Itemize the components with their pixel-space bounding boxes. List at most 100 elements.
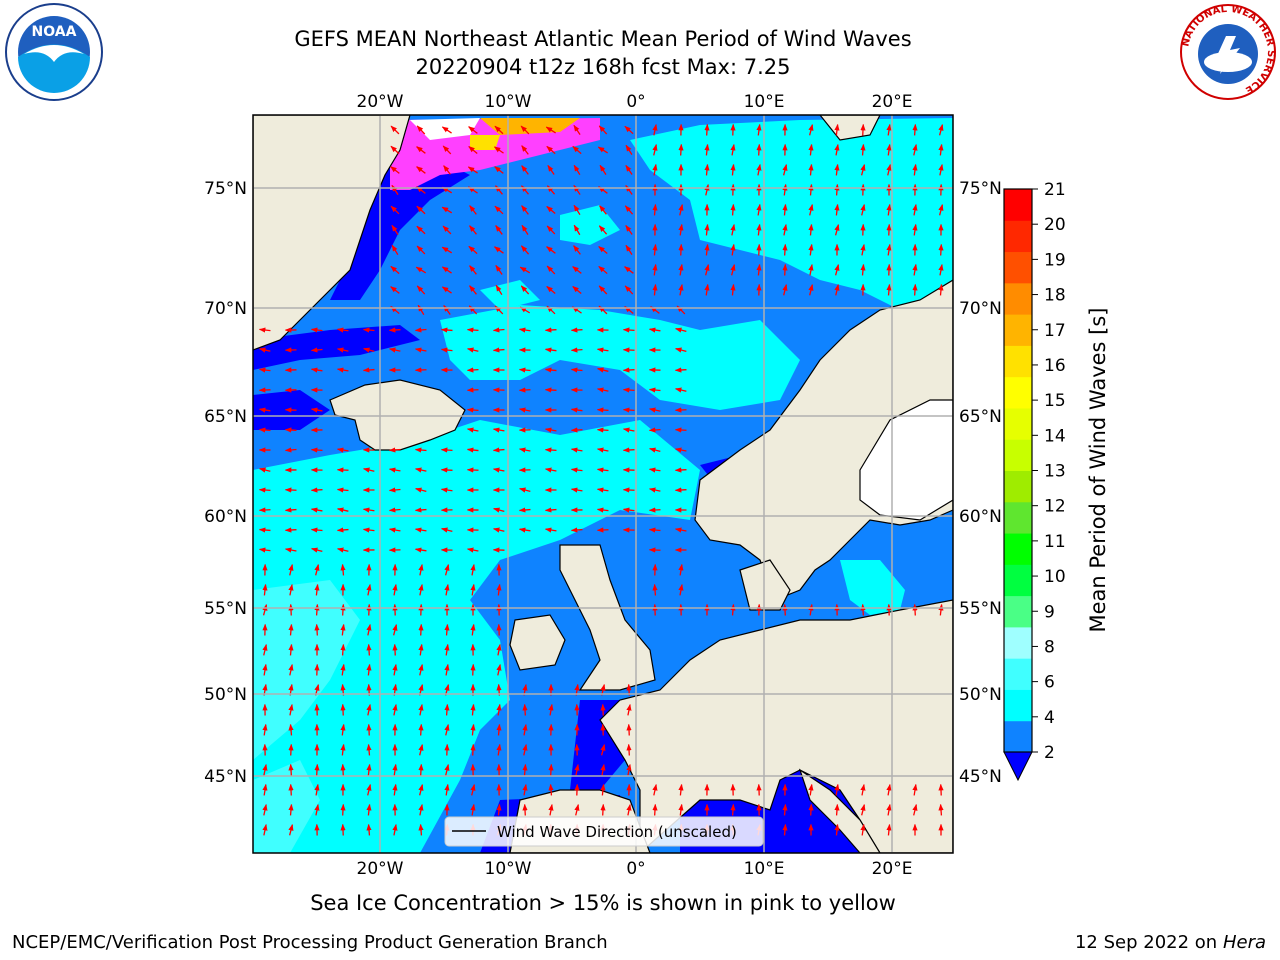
direction-arrow [886, 164, 892, 176]
direction-arrow [598, 225, 608, 235]
direction-arrow [467, 166, 478, 174]
map-area [253, 115, 953, 853]
lon-label-top: 0° [626, 92, 645, 112]
colorbar-tick-label: 20 [1044, 215, 1066, 235]
direction-arrow [470, 703, 476, 716]
direction-arrow [521, 224, 529, 235]
direction-arrow [418, 784, 424, 796]
direction-arrow [443, 304, 451, 315]
lat-label-left: 55°N [204, 599, 247, 619]
direction-arrow [730, 143, 736, 156]
direction-arrow [496, 803, 502, 816]
colorbar-segment [1004, 314, 1032, 346]
direction-arrow [392, 783, 398, 796]
colorbar-tick-label: 17 [1044, 321, 1066, 341]
direction-arrow [546, 145, 556, 155]
direction-arrow [340, 743, 346, 756]
direction-arrow [622, 427, 635, 433]
direction-arrow [336, 467, 349, 473]
direction-arrow [782, 284, 788, 296]
direction-arrow [496, 723, 502, 736]
direction-arrow [444, 703, 450, 716]
direction-arrow [648, 327, 661, 333]
direction-arrow [678, 783, 684, 796]
direction-arrow [366, 643, 372, 656]
direction-arrow [288, 564, 294, 576]
direction-arrow [674, 467, 687, 473]
direction-arrow [834, 123, 840, 136]
direction-arrow [834, 183, 840, 196]
direction-arrow [441, 266, 452, 274]
direction-arrow [704, 283, 710, 296]
direction-arrow [440, 467, 453, 473]
lon-label-top: 20°W [357, 92, 404, 112]
direction-arrow [938, 124, 944, 136]
direction-arrow [288, 643, 294, 656]
colorbar-tick-label: 9 [1044, 602, 1055, 622]
noaa-logo-icon: NOAA [5, 3, 103, 101]
direction-arrow [573, 124, 581, 135]
direction-arrow [730, 203, 736, 216]
direction-arrow [470, 803, 476, 816]
direction-arrow [417, 304, 425, 316]
direction-arrow [340, 763, 346, 776]
direction-arrow [392, 624, 398, 636]
direction-arrow [310, 487, 323, 493]
colorbar-tick-label: 11 [1044, 532, 1066, 552]
direction-arrow [366, 763, 372, 776]
direction-arrow [518, 327, 531, 333]
direction-arrow [441, 527, 453, 533]
direction-arrow [546, 205, 556, 215]
direction-arrow [366, 784, 372, 796]
direction-arrow [912, 143, 918, 156]
direction-arrow [808, 603, 814, 616]
direction-arrow [388, 467, 401, 473]
direction-arrow [782, 823, 788, 836]
direction-arrow [492, 447, 505, 453]
direction-arrow [570, 327, 583, 333]
direction-arrow [834, 803, 840, 816]
direction-arrow [418, 563, 424, 576]
direction-arrow [314, 783, 320, 796]
direction-arrow [310, 447, 323, 453]
direction-arrow [938, 204, 944, 216]
run-date-text: 12 Sep 2022 on [1074, 932, 1218, 953]
direction-arrow [674, 527, 687, 533]
direction-arrow [782, 203, 788, 216]
colorbar-underflow [1003, 751, 1033, 782]
direction-arrow [470, 623, 476, 636]
noaa-logo: NOAA [4, 2, 104, 102]
direction-arrow [756, 143, 762, 156]
direction-arrow [519, 266, 531, 274]
direction-arrow [495, 185, 503, 195]
direction-arrow [675, 387, 687, 393]
direction-arrow [418, 643, 424, 656]
direction-arrow [678, 223, 684, 236]
direction-arrow [808, 263, 814, 276]
direction-arrow [860, 143, 866, 156]
direction-arrow [466, 427, 479, 433]
direction-arrow [570, 407, 583, 413]
direction-arrow [366, 803, 372, 816]
lat-label-right: 50°N [959, 685, 1002, 705]
direction-arrow [495, 264, 503, 275]
direction-arrow [622, 387, 635, 393]
direction-arrow [521, 165, 529, 175]
direction-arrow [648, 467, 661, 473]
colorbar-tick-label: 10 [1044, 567, 1066, 587]
direction-arrow [470, 563, 476, 576]
direction-arrow [288, 663, 294, 676]
direction-arrow [938, 143, 944, 156]
direction-arrow [756, 223, 762, 236]
direction-arrow [626, 723, 632, 736]
direction-arrow [782, 223, 788, 236]
direction-arrow [626, 743, 632, 756]
direction-arrow [310, 527, 323, 533]
colorbar-segment [1004, 658, 1032, 690]
direction-arrow [418, 763, 424, 776]
direction-arrow [546, 185, 556, 195]
direction-arrow [545, 126, 556, 134]
direction-arrow [596, 487, 609, 493]
direction-arrow [678, 263, 684, 276]
colorbar-segment [1004, 470, 1032, 503]
